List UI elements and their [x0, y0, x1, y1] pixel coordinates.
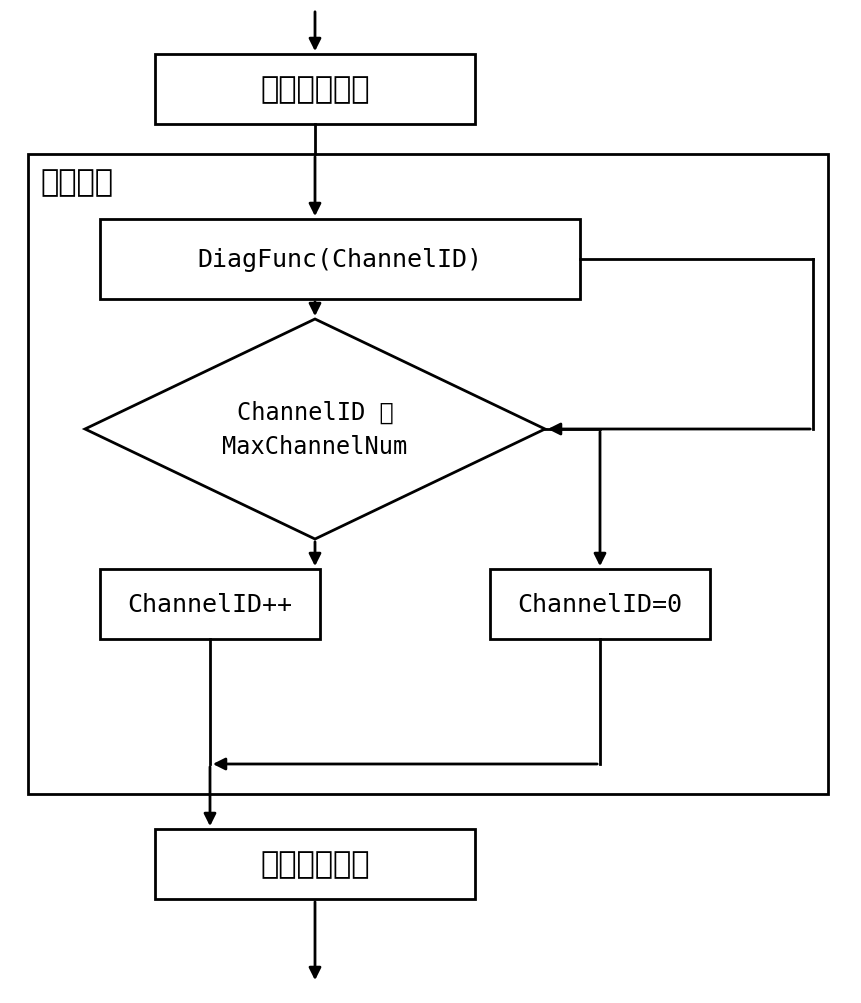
Bar [100, 570, 320, 639]
Text: 周期任务入口: 周期任务入口 [260, 75, 369, 104]
Text: ChannelID ＜
MaxChannelNum: ChannelID ＜ MaxChannelNum [222, 401, 407, 458]
Text: 周期任务出口: 周期任务出口 [260, 850, 369, 879]
Text: 诊断任务: 诊断任务 [40, 169, 113, 198]
Text: ChannelID++: ChannelID++ [127, 593, 293, 617]
Polygon shape [85, 320, 545, 540]
Bar [28, 154, 828, 794]
Bar [155, 55, 475, 125]
Text: DiagFunc(ChannelID): DiagFunc(ChannelID) [197, 248, 482, 272]
Bar [155, 829, 475, 899]
Bar [490, 570, 710, 639]
Text: ChannelID=0: ChannelID=0 [517, 593, 683, 617]
Bar [100, 220, 580, 300]
